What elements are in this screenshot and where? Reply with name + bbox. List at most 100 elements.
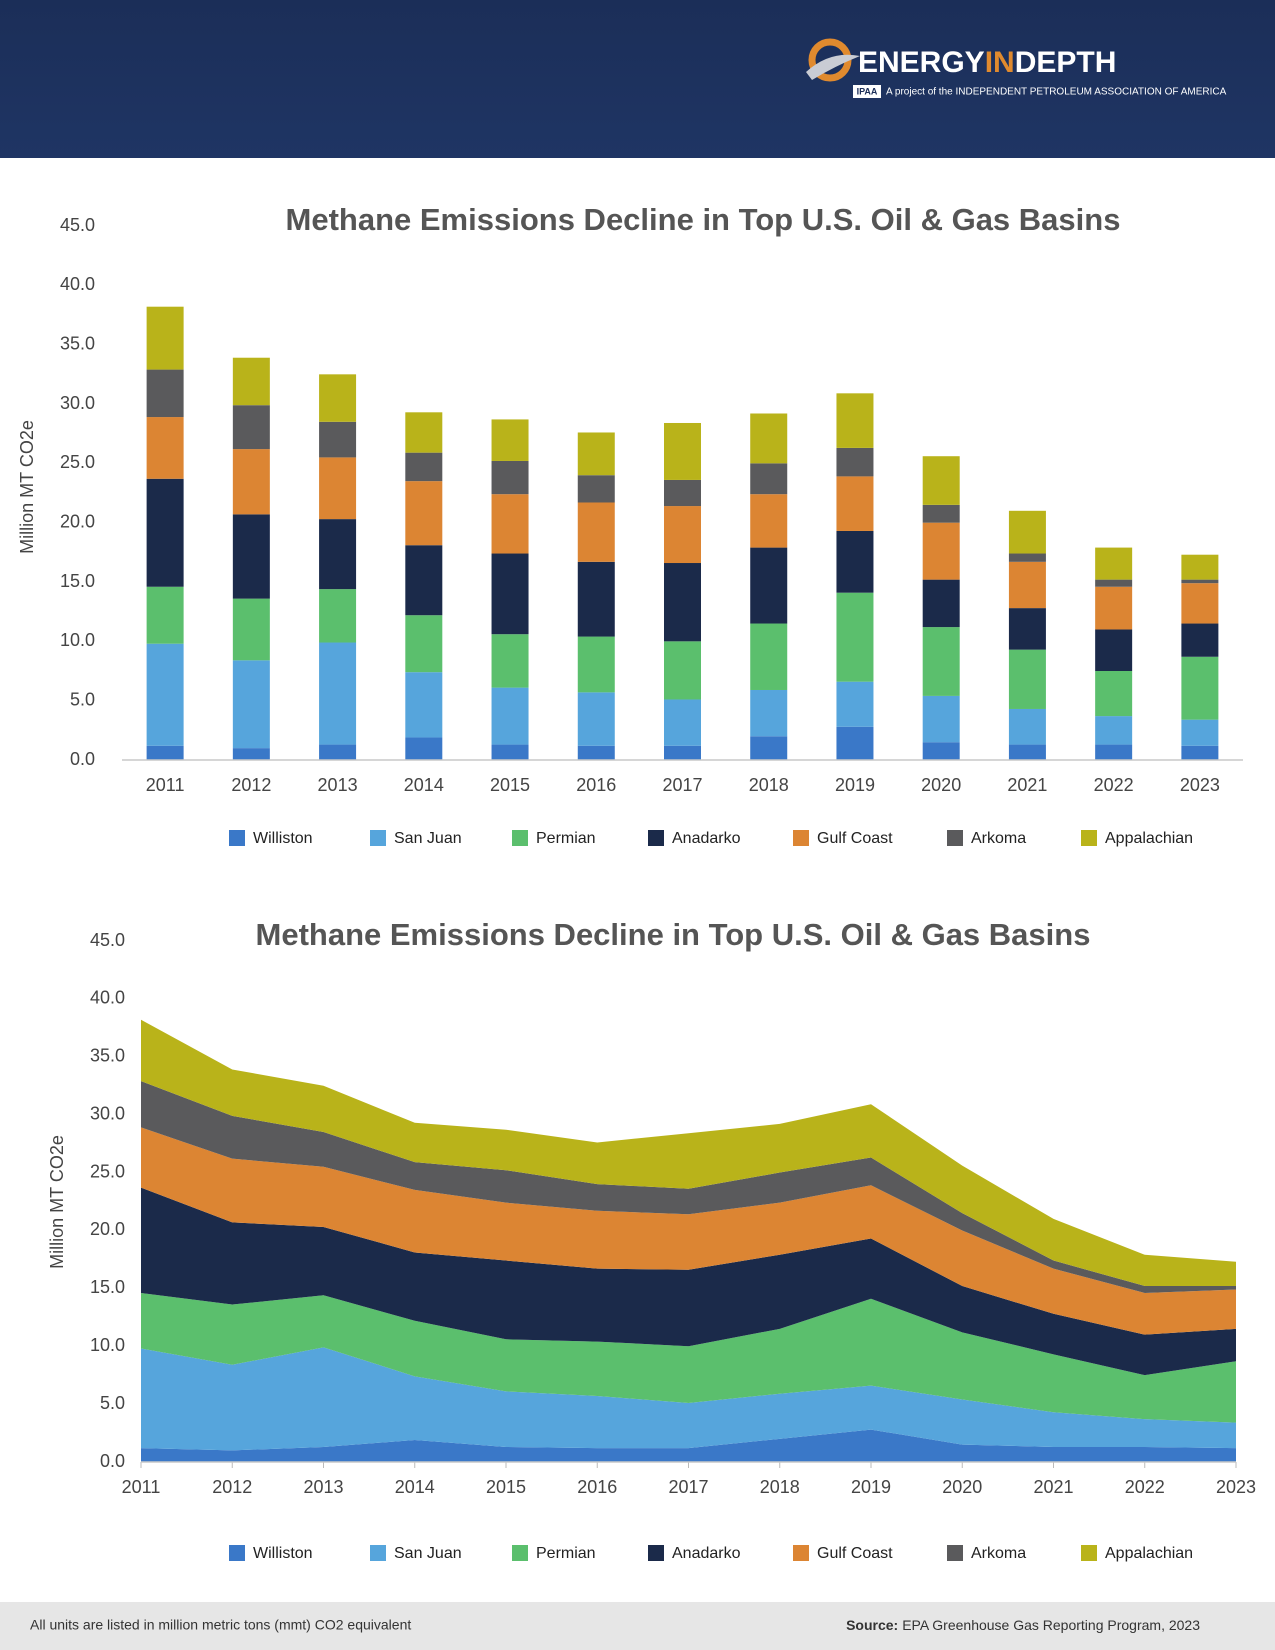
bar-segment [1181, 745, 1219, 760]
y-tick-label: 15.0 [60, 571, 95, 591]
bar-segment [577, 692, 615, 746]
bar-segment [922, 504, 960, 523]
area [141, 1292, 1236, 1423]
bar-segment [922, 522, 960, 580]
bar-segment [750, 736, 788, 760]
bar-segment [836, 681, 874, 727]
y-tick-label: 25.0 [90, 1161, 125, 1181]
bar-segment [664, 745, 701, 760]
bar-segment [405, 737, 443, 760]
x-tick-label: 2023 [1216, 1477, 1256, 1497]
bar-segment [664, 506, 701, 564]
x-tick-label: 2020 [921, 775, 961, 795]
y-tick-label: 0.0 [100, 1451, 125, 1471]
bar-segment [922, 579, 960, 628]
legend-label: Williston [253, 830, 313, 847]
bar-segment [836, 476, 874, 531]
bar-segment [405, 481, 443, 546]
legend-label: Arkoma [971, 830, 1026, 847]
bar-segment [922, 456, 960, 505]
badge: IPAA [857, 86, 878, 96]
y-tick-label: 20.0 [90, 1219, 125, 1239]
bar-segment [836, 393, 874, 448]
bar-segment [1181, 579, 1219, 584]
bar-segment [836, 530, 874, 593]
bar-segment [405, 545, 443, 616]
logo-text: ENERGYINDEPTH [858, 46, 1116, 79]
bar-segment [405, 412, 443, 453]
bar-segment [319, 374, 357, 422]
y-tick-label: 5.0 [70, 689, 95, 709]
legend-label: Permian [536, 830, 596, 847]
header-band [0, 0, 1275, 158]
x-tick-label: 2022 [1094, 775, 1134, 795]
logo: ENERGYINDEPTH IPAA A project of the INDE… [806, 38, 1227, 98]
y-tick-label: 25.0 [60, 452, 95, 472]
logo-part: ENERGY [858, 46, 985, 79]
badge-bg [853, 85, 881, 98]
bar-segment [319, 457, 357, 520]
bar-segment [1095, 716, 1133, 745]
bar-segment [664, 699, 701, 746]
area [141, 1429, 1236, 1462]
bar-segment [146, 643, 184, 746]
legend-label: Arkoma [971, 1545, 1026, 1562]
logo-part: DEPTH [1015, 46, 1117, 79]
bar-segment [922, 695, 960, 743]
bar-segment [1008, 708, 1046, 745]
x-tick-label: 2014 [395, 1477, 435, 1497]
bar-segment [750, 463, 788, 495]
bar-segment [146, 306, 184, 370]
bar-segment [664, 479, 701, 507]
y-tick-label: 20.0 [60, 511, 95, 531]
y-axis-label: Million MT CO2e [17, 420, 37, 554]
footer-note: All units are listed in million metric t… [30, 1617, 411, 1633]
x-tick-label: 2013 [318, 775, 358, 795]
bar-segment [232, 598, 270, 661]
bar-segment [836, 592, 874, 682]
legend-swatch [1081, 830, 1097, 846]
bar-segment [232, 357, 270, 406]
bar-segment [1095, 629, 1133, 671]
bar-segment [319, 421, 357, 458]
y-tick-label: 10.0 [90, 1335, 125, 1355]
legend-swatch [1081, 1545, 1097, 1561]
x-tick-label: 2018 [749, 775, 789, 795]
y-tick-label: 35.0 [90, 1046, 125, 1066]
bar-segment [1095, 744, 1133, 760]
bar-segment [664, 641, 701, 700]
y-tick-label: 30.0 [60, 393, 95, 413]
x-tick-label: 2011 [122, 1477, 161, 1497]
bar-segment [491, 494, 529, 554]
legend-label: Williston [253, 1545, 313, 1562]
bar-segment [405, 615, 443, 673]
bar-segment [1095, 579, 1133, 587]
x-tick-label: 2013 [303, 1477, 343, 1497]
bar-segment [577, 561, 615, 637]
y-tick-label: 45.0 [90, 930, 125, 950]
bar-segment [1008, 744, 1046, 760]
bar-segment [232, 748, 270, 760]
bar-segment [491, 419, 529, 461]
legend-swatch [370, 830, 386, 846]
bar-segment [664, 563, 701, 642]
bar-segment [146, 586, 184, 644]
x-tick-label: 2016 [576, 775, 616, 795]
bar-segment [577, 475, 615, 503]
bar-segment [750, 623, 788, 690]
bar-segment [405, 672, 443, 738]
bar-segment [577, 502, 615, 562]
x-tick-label: 2019 [851, 1477, 891, 1497]
bar-segment [836, 447, 874, 477]
x-tick-label: 2022 [1125, 1477, 1165, 1497]
bar-segment [1181, 554, 1219, 580]
bar-segment [922, 627, 960, 696]
y-axis-label: Million MT CO2e [47, 1135, 67, 1269]
bar-segment [1008, 608, 1046, 650]
area [141, 1187, 1236, 1376]
legend-label: San Juan [394, 830, 462, 847]
x-tick-label: 2017 [662, 775, 702, 795]
bar-segment [1095, 671, 1133, 717]
bar-segment [232, 660, 270, 749]
footer-band [0, 1602, 1275, 1650]
